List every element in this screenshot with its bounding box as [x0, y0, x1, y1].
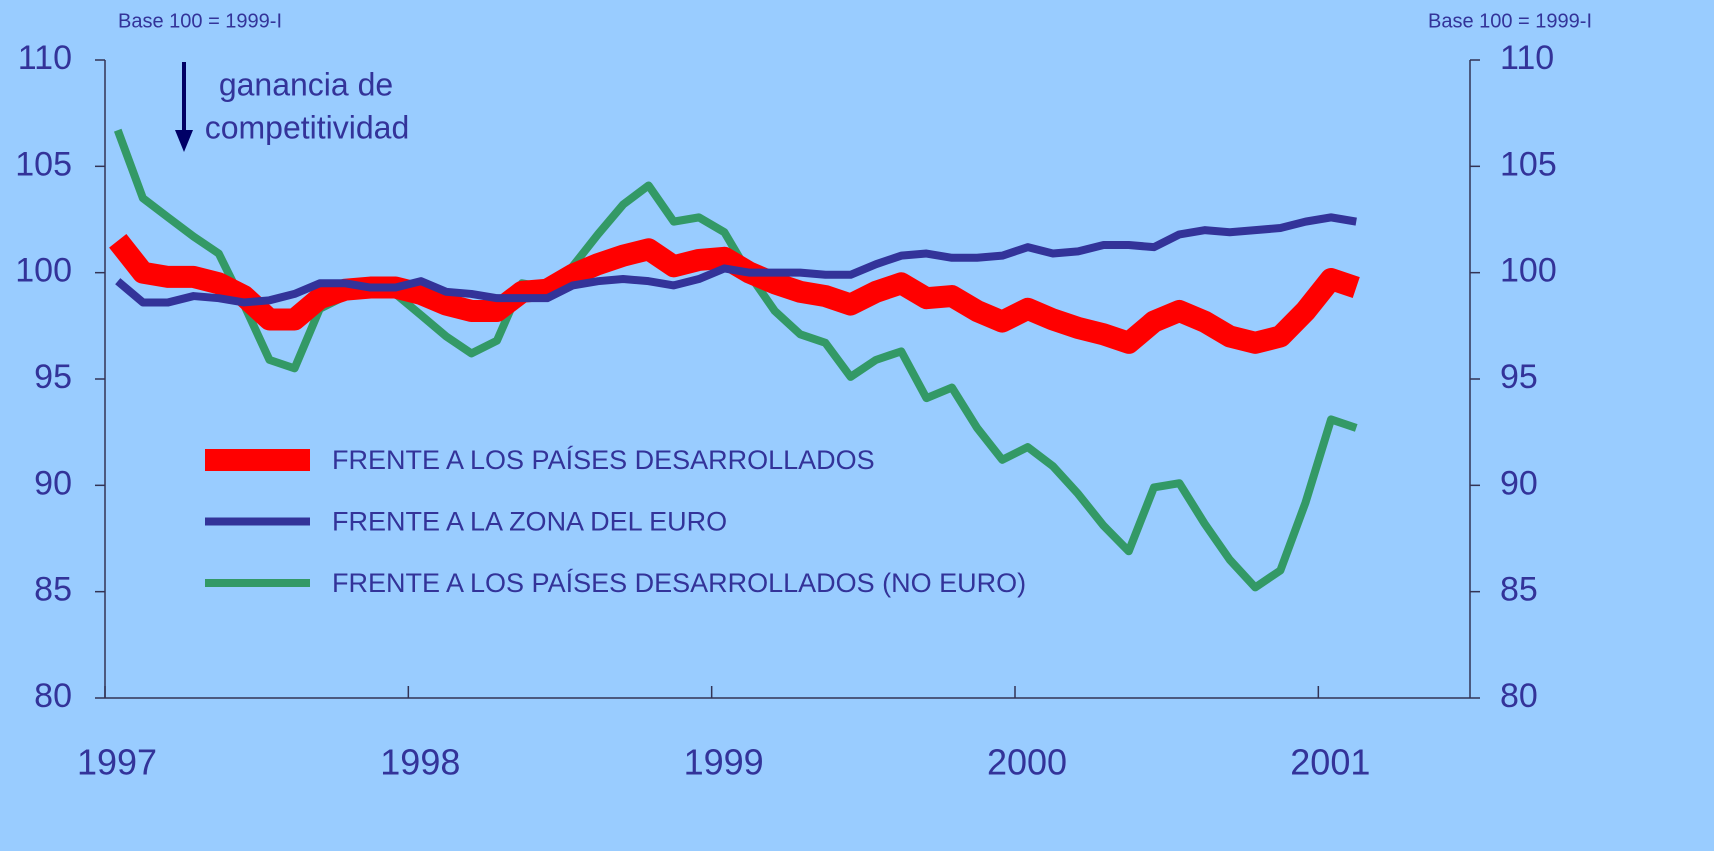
- legend-label: FRENTE A LOS PAÍSES DESARROLLADOS: [332, 445, 875, 475]
- y2-tick-label: 100: [1500, 252, 1557, 290]
- y-tick-label: 100: [15, 252, 72, 290]
- y-tick-label: 85: [34, 571, 72, 609]
- legend-label: FRENTE A LOS PAÍSES DESARROLLADOS (NO EU…: [332, 568, 1026, 598]
- y-tick-label: 95: [34, 358, 72, 396]
- y2-tick-label: 85: [1500, 571, 1538, 609]
- annotation: competitividad: [205, 109, 410, 145]
- y-tick-label: 80: [34, 677, 72, 715]
- x-tick-label: 1998: [380, 742, 460, 783]
- x-tick-label: 2001: [1290, 742, 1370, 783]
- y2-tick-label: 95: [1500, 358, 1538, 396]
- x-tick-label: 1999: [684, 742, 764, 783]
- arrow-head: [175, 130, 193, 152]
- y2-tick-label: 80: [1500, 677, 1538, 715]
- y2-tick-label: 105: [1500, 145, 1557, 183]
- x-tick-label: 1997: [77, 742, 157, 783]
- y-tick-label: 90: [34, 464, 72, 502]
- y2-tick-label: 110: [1500, 39, 1554, 77]
- legend-label: FRENTE A LA ZONA DEL EURO: [332, 507, 727, 537]
- y-tick-label: 105: [15, 145, 72, 183]
- series-line: [115, 213, 1357, 307]
- x-tick-label: 2000: [987, 742, 1067, 783]
- base-label-left: Base 100 = 1999-I: [118, 10, 282, 32]
- annotation: ganancia de: [219, 66, 393, 102]
- base-label-right: Base 100 = 1999-I: [1428, 10, 1592, 32]
- series-line: [109, 233, 1360, 354]
- y-tick-label: 110: [18, 39, 72, 77]
- y2-tick-label: 90: [1500, 464, 1538, 502]
